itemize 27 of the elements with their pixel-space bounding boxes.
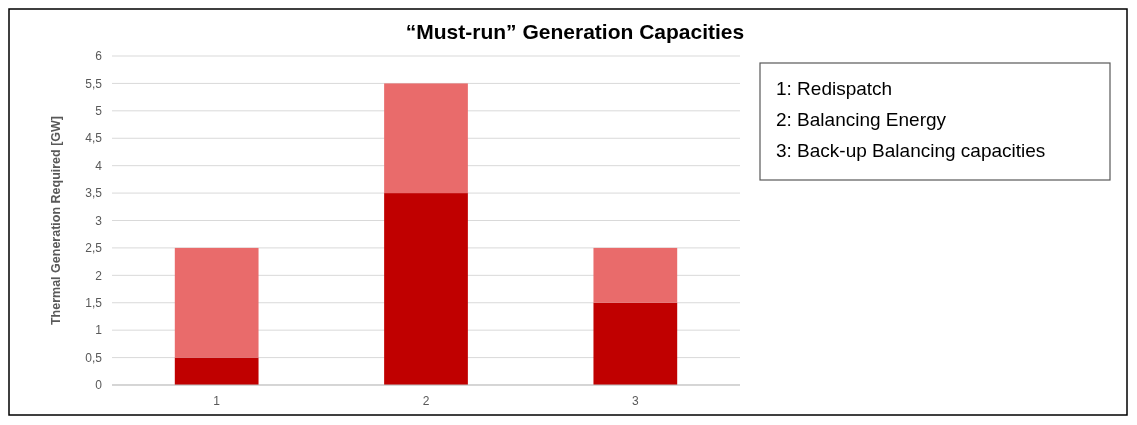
text: 2: Balancing Energy [776, 109, 947, 130]
y-tick-label: 5,5 [85, 76, 103, 91]
y-tick-label: 3 [95, 213, 103, 228]
x-tick-label: 2 [422, 394, 430, 408]
text: 3: Back-up Balancing capacities [776, 140, 1046, 161]
y-tick-label: 2,5 [85, 241, 103, 256]
bar [174, 247, 259, 358]
bar [384, 83, 468, 194]
x-tick-label: 1 [213, 394, 221, 408]
y-axis-title: Thermal Generation Required [GW] [49, 115, 63, 326]
y-tick-label: 5 [95, 104, 103, 119]
y-tick-label: 0 [95, 378, 103, 393]
y-tick-label: 6 [95, 49, 103, 64]
y-tick-label: 1 [95, 323, 103, 338]
bar [384, 193, 468, 385]
chart-title: “Must-run” Generation Capacities [405, 20, 745, 43]
x-tick-label: 3 [631, 394, 639, 408]
y-tick-label: 4 [95, 158, 103, 173]
text: 1: Redispatch [776, 78, 893, 99]
bar [593, 302, 678, 385]
y-tick-label: 2 [95, 268, 103, 283]
y-tick-label: 4,5 [85, 131, 103, 146]
y-tick-label: 0,5 [85, 350, 103, 365]
bar [593, 247, 678, 303]
y-tick-label: 3,5 [85, 186, 103, 201]
bar [174, 357, 259, 385]
y-tick-label: 1,5 [85, 295, 103, 310]
